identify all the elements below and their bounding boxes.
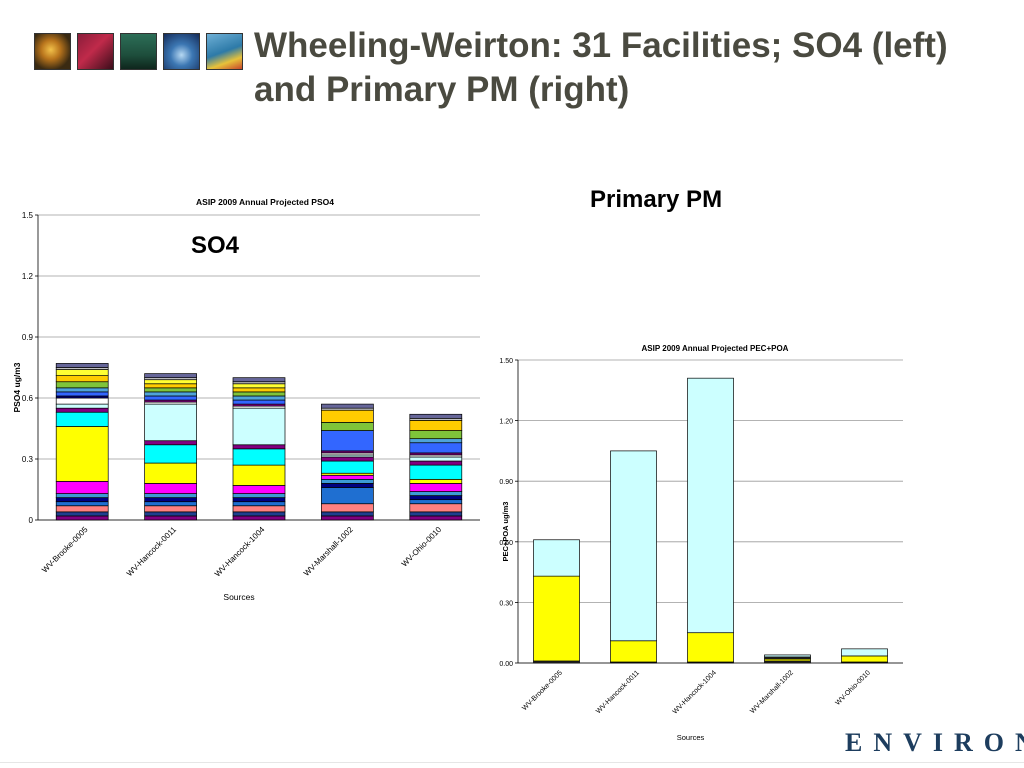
stacked-bar bbox=[232, 377, 286, 521]
bar-segment bbox=[841, 648, 888, 657]
y-tick-label: 1.5 bbox=[22, 211, 34, 220]
bar-segment bbox=[321, 403, 374, 409]
bar-segment bbox=[687, 632, 734, 663]
environ-logo: ENVIRON bbox=[845, 728, 1024, 757]
primary-pm-annotation: Primary PM bbox=[590, 186, 723, 213]
chart-title: ASIP 2009 Annual Projected PEC+POA bbox=[642, 344, 789, 353]
so4-annotation: SO4 bbox=[191, 232, 240, 259]
x-tick-label: WV-Ohio-0010 bbox=[834, 669, 871, 706]
bar-segment bbox=[533, 539, 580, 577]
y-axis-label: PEC+POA ug/m3 bbox=[501, 502, 510, 562]
bar-segment bbox=[610, 450, 657, 642]
bar-segment bbox=[55, 363, 109, 368]
stacked-bar bbox=[533, 539, 580, 664]
bar-segment bbox=[232, 377, 286, 383]
stacked-bar bbox=[321, 403, 374, 521]
x-tick-label: WV-Brooke-0005 bbox=[521, 669, 564, 712]
stacked-bar bbox=[764, 654, 811, 664]
figure-silhouette-image bbox=[120, 33, 157, 70]
y-tick-label: 0 bbox=[29, 516, 34, 525]
x-tick-label: WV-Hancock-1004 bbox=[672, 669, 718, 715]
stacked-bar bbox=[409, 413, 463, 521]
y-tick-label: 1.50 bbox=[499, 358, 513, 365]
bar-segment bbox=[409, 413, 463, 419]
header-thumbnails bbox=[34, 33, 243, 70]
x-tick-label: WV-Hancock-0011 bbox=[595, 669, 641, 715]
bar-segment bbox=[687, 377, 734, 634]
y-tick-label: 0.60 bbox=[499, 540, 513, 547]
bar-segment bbox=[144, 373, 197, 379]
x-axis-label: Sources bbox=[223, 592, 254, 602]
stacked-bar bbox=[55, 363, 109, 521]
gold-sphere-image bbox=[34, 33, 71, 70]
y-tick-label: 0.9 bbox=[22, 333, 34, 342]
y-axis-label: PSO4 ug/m3 bbox=[12, 362, 22, 412]
x-axis-label: Sources bbox=[677, 733, 705, 742]
dna-strand-image bbox=[77, 33, 114, 70]
bar-segment bbox=[841, 655, 888, 663]
bar-segment bbox=[764, 654, 811, 658]
bar-segment bbox=[610, 640, 657, 663]
chart-title: ASIP 2009 Annual Projected PSO4 bbox=[196, 197, 334, 207]
bar-segment bbox=[55, 426, 109, 482]
stacked-bar bbox=[144, 373, 197, 521]
y-tick-label: 1.2 bbox=[22, 272, 34, 281]
stacked-bar bbox=[841, 648, 888, 664]
y-tick-label: 1.20 bbox=[499, 419, 513, 426]
slide-title: Wheeling-Weirton: 31 Facilities; SO4 (le… bbox=[254, 26, 948, 109]
stacked-bar bbox=[610, 450, 657, 664]
y-tick-label: 0.00 bbox=[499, 661, 513, 668]
bar-segment bbox=[144, 403, 197, 442]
y-tick-label: 0.6 bbox=[22, 394, 34, 403]
stacked-bar bbox=[687, 377, 734, 664]
footer-divider bbox=[0, 762, 1024, 763]
water-splash-image bbox=[163, 33, 200, 70]
bar-segment bbox=[232, 407, 286, 446]
y-tick-label: 0.3 bbox=[22, 455, 34, 464]
y-tick-label: 0.30 bbox=[499, 600, 513, 607]
bar-segment bbox=[533, 575, 580, 662]
x-tick-label: WV-Marshall-1002 bbox=[749, 669, 795, 715]
hot-air-balloon-image bbox=[206, 33, 243, 70]
y-tick-label: 0.90 bbox=[499, 479, 513, 486]
